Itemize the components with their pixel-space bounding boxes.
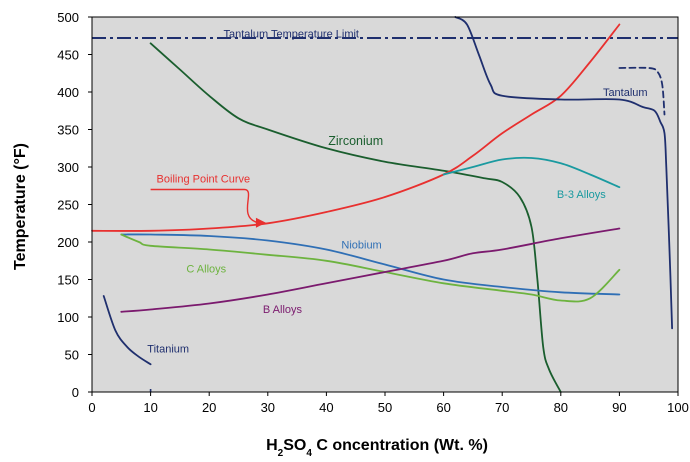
tantalum-temperature-limit-label: Tantalum Temperature Limit bbox=[223, 29, 359, 41]
y-tick-label: 250 bbox=[57, 198, 79, 213]
x-tick-label: 30 bbox=[261, 400, 275, 415]
x-tick-label: 60 bbox=[436, 400, 450, 415]
c-alloys-label: C Alloys bbox=[186, 263, 226, 275]
x-axis-title: H2SO4 C oncentration (Wt. %) bbox=[266, 437, 488, 459]
niobium-line bbox=[120, 233, 621, 296]
plot-background bbox=[92, 17, 678, 392]
series-labels-layer: Tantalum Temperature Limit Tantalum Zircon… bbox=[147, 29, 647, 356]
x-ticks-layer: 0 10 20 30 40 50 60 70 80 90 100 bbox=[88, 392, 689, 415]
y-tick-label: 300 bbox=[57, 160, 79, 175]
y-tick-label: 150 bbox=[57, 273, 79, 288]
x-tick-label: 20 bbox=[202, 400, 216, 415]
x-tick-label: 50 bbox=[378, 400, 392, 415]
b-3-alloys-line bbox=[442, 156, 621, 189]
series-8-line bbox=[618, 66, 666, 116]
boiling-point-label-arrowhead bbox=[255, 217, 266, 228]
series-layer bbox=[91, 16, 673, 393]
titanium-line bbox=[102, 295, 152, 366]
zirconium-label: Zirconium bbox=[328, 134, 383, 148]
y-tick-label: 400 bbox=[57, 85, 79, 100]
x-tick-label: 0 bbox=[88, 400, 95, 415]
titanium-label: Titanium bbox=[147, 344, 189, 356]
y-ticks-layer: 0 50 100 150 200 250 300 350 400 450 500 bbox=[57, 10, 92, 400]
x-axis-title-part: SO bbox=[283, 437, 306, 454]
b-3-alloys-label: B-3 Alloys bbox=[557, 189, 606, 201]
b-alloys-label: B Alloys bbox=[263, 304, 303, 316]
y-tick-label: 100 bbox=[57, 310, 79, 325]
y-tick-label: 0 bbox=[72, 385, 79, 400]
y-tick-label: 450 bbox=[57, 48, 79, 63]
x-tick-label: 100 bbox=[667, 400, 689, 415]
b-alloys-line bbox=[120, 227, 621, 313]
x-tick-label: 40 bbox=[319, 400, 333, 415]
y-tick-label: 350 bbox=[57, 123, 79, 138]
y-tick-label: 50 bbox=[65, 348, 79, 363]
y-tick-label: 500 bbox=[57, 10, 79, 25]
x-axis-title-part: H bbox=[266, 437, 278, 454]
tantalum-label: Tantalum bbox=[603, 87, 648, 99]
boiling-point-curve-label: Boiling Point Curve bbox=[157, 173, 251, 185]
zirconium-line bbox=[149, 42, 562, 393]
x-tick-label: 80 bbox=[554, 400, 568, 415]
x-tick-label: 70 bbox=[495, 400, 509, 415]
x-tick-label: 90 bbox=[612, 400, 626, 415]
x-axis-title-part: C oncentration (Wt. %) bbox=[312, 437, 488, 454]
niobium-label: Niobium bbox=[341, 239, 381, 251]
x-axis-title-part: 2 bbox=[278, 448, 284, 459]
x-tick-label: 10 bbox=[143, 400, 157, 415]
x-axis-title-part: 4 bbox=[306, 448, 312, 459]
y-tick-label: 200 bbox=[57, 235, 79, 250]
tantalum-line bbox=[454, 16, 673, 330]
y-axis-title: Temperature (°F) bbox=[12, 143, 29, 270]
